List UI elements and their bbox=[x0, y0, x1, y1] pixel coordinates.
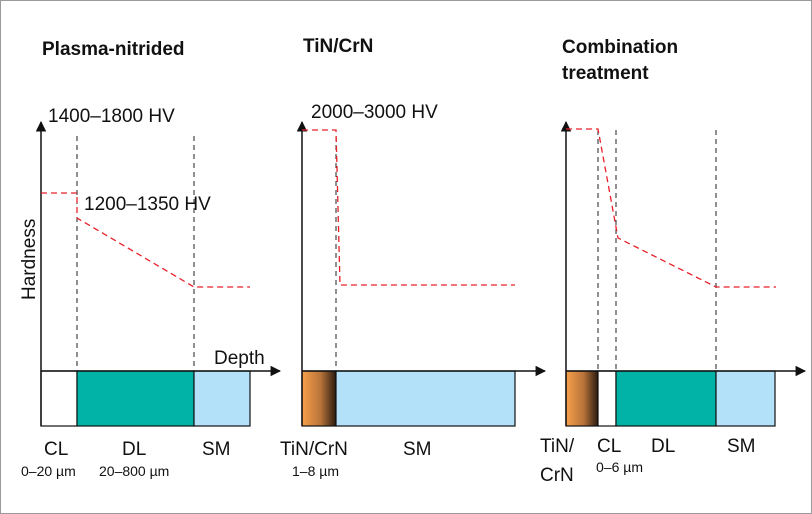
panel-tin-crn: TiN/CrN 2000–3000 HV TiN/CrN SM 1–8 µm bbox=[280, 36, 547, 479]
layer-range-dl: 20–800 µm bbox=[99, 463, 169, 479]
layer-sm bbox=[715, 370, 776, 427]
layer-dl bbox=[615, 370, 717, 427]
hardness-label-diffusion: 1200–1350 HV bbox=[84, 194, 211, 215]
hardness-label-surface: 1400–1800 HV bbox=[48, 106, 175, 127]
panel-plasma-nitrided: Plasma-nitrided 1400–1800 HV 1200–1350 H… bbox=[19, 39, 282, 479]
hardness-profile bbox=[302, 129, 515, 286]
layer-sm bbox=[335, 370, 516, 427]
layer-label-coating: TiN/CrN bbox=[280, 439, 348, 460]
hardness-profile bbox=[566, 128, 776, 288]
layer-label-dl: DL bbox=[122, 439, 146, 460]
layer-label-coating-line-2: CrN bbox=[540, 465, 574, 486]
layer-coating bbox=[565, 370, 599, 427]
hardness-label-coating: 2000–3000 HV bbox=[311, 102, 438, 123]
layer-dl bbox=[76, 370, 195, 427]
layer-sm bbox=[193, 370, 251, 427]
layer-label-cl: CL bbox=[44, 439, 68, 460]
panel-title-line-2: treatment bbox=[562, 63, 649, 84]
y-axis-label: Hardness bbox=[19, 219, 40, 300]
hardness-profile bbox=[41, 192, 250, 288]
panel-title: TiN/CrN bbox=[303, 36, 373, 57]
layer-label-sm: SM bbox=[202, 439, 231, 460]
layer-cl bbox=[40, 370, 78, 427]
layer-range-cl: 0–20 µm bbox=[21, 463, 76, 479]
layer-range-cl: 0–6 µm bbox=[596, 459, 643, 475]
panel-combination-treatment: Combination treatment TiN/ CrN CL DL SM … bbox=[540, 37, 807, 486]
panel-title: Plasma-nitrided bbox=[42, 39, 185, 60]
layer-range-coating: 1–8 µm bbox=[292, 463, 339, 479]
panel-title-line-1: Combination bbox=[562, 37, 678, 58]
x-axis-label: Depth bbox=[214, 348, 265, 369]
layer-label-dl: DL bbox=[651, 436, 675, 457]
layer-cl bbox=[597, 370, 617, 427]
layer-label-cl: CL bbox=[597, 436, 621, 457]
layer-label-sm: SM bbox=[403, 439, 432, 460]
layer-label-sm: SM bbox=[727, 436, 756, 457]
layer-coating bbox=[301, 370, 337, 427]
layer-label-coating-line-1: TiN/ bbox=[540, 436, 575, 457]
